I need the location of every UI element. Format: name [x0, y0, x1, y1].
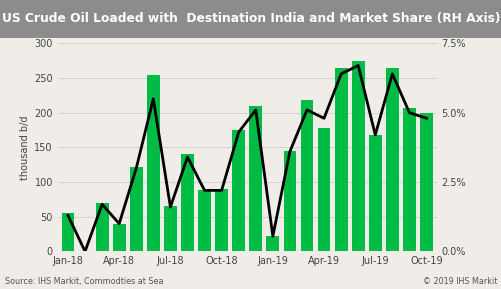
- Text: Source: IHS Markit, Commodties at Sea: Source: IHS Markit, Commodties at Sea: [5, 277, 163, 286]
- Bar: [385, 68, 398, 251]
- Bar: [113, 224, 125, 251]
- Bar: [351, 61, 364, 251]
- Bar: [419, 113, 432, 251]
- Bar: [147, 75, 159, 251]
- Bar: [164, 206, 176, 251]
- Bar: [62, 213, 74, 251]
- Bar: [283, 151, 296, 251]
- Bar: [181, 154, 193, 251]
- Bar: [334, 68, 347, 251]
- Text: © 2019 IHS Markit: © 2019 IHS Markit: [422, 277, 496, 286]
- Bar: [249, 106, 262, 251]
- Bar: [266, 236, 279, 251]
- Text: US Crude Oil Loaded with  Destination India and Market Share (RH Axis): US Crude Oil Loaded with Destination Ind…: [2, 12, 499, 25]
- Bar: [402, 108, 415, 251]
- Bar: [232, 130, 244, 251]
- Bar: [198, 190, 210, 251]
- Bar: [130, 167, 142, 251]
- Bar: [96, 203, 108, 251]
- Bar: [215, 189, 227, 251]
- Y-axis label: thousand b/d: thousand b/d: [20, 115, 30, 180]
- Bar: [368, 135, 381, 251]
- Bar: [317, 128, 330, 251]
- Bar: [300, 100, 313, 251]
